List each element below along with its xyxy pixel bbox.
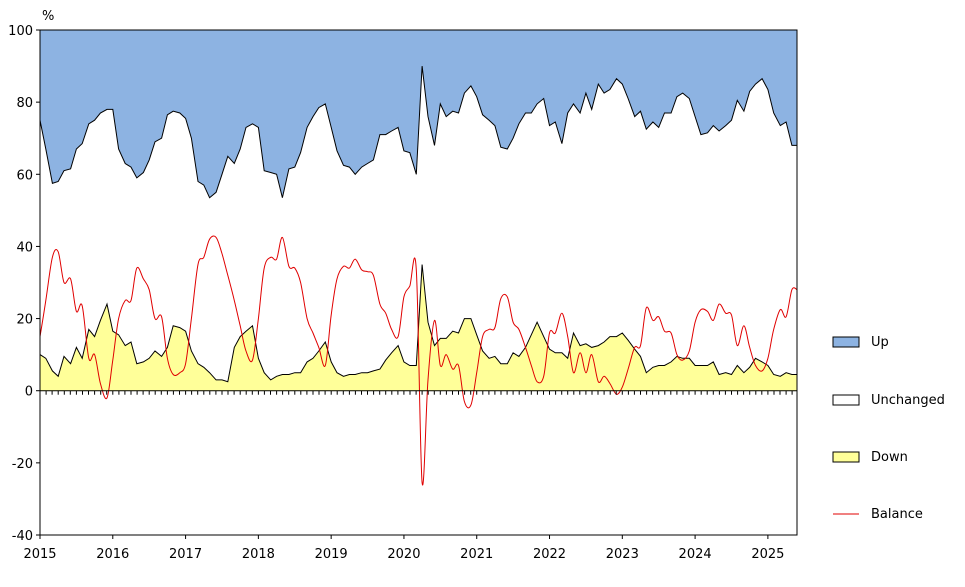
legend-label-unchanged: Unchanged (871, 393, 945, 408)
legend-label-down: Down (871, 450, 908, 465)
legend: Up Unchanged Down Balance (832, 335, 945, 522)
x-tick-label: 2021 (460, 547, 493, 562)
x-tick-label: 2023 (606, 547, 639, 562)
y-tick-label: 20 (16, 313, 33, 328)
y-tick-label: -40 (12, 529, 33, 544)
x-tick-label: 2016 (96, 547, 129, 562)
x-tick-label: 2025 (751, 547, 784, 562)
x-tick-label: 2018 (242, 547, 275, 562)
legend-item-unchanged: Unchanged (832, 393, 945, 408)
x-tick-label: 2020 (387, 547, 420, 562)
axes: -40 -20 0 20 40 60 80 100 2015 2016 2017 2018 2019 20… (8, 24, 798, 562)
plot-frame (39, 29, 798, 536)
legend-swatch-down (832, 451, 860, 463)
y-tick-label: 80 (16, 96, 33, 111)
legend-swatch-up (832, 336, 860, 348)
x-tick-label: 2022 (533, 547, 566, 562)
y-tick-label: 0 (25, 385, 33, 400)
y-tick-label: 60 (16, 168, 33, 183)
series-balance-line (39, 235, 798, 486)
legend-label-up: Up (871, 335, 889, 350)
legend-item-balance: Balance (833, 507, 923, 522)
x-tick-label: 2015 (23, 547, 56, 562)
legend-swatch-unchanged (832, 394, 860, 406)
y-tick-label: 40 (16, 240, 33, 255)
y-tick-label: 100 (8, 24, 33, 39)
y-tick-label: -20 (12, 457, 33, 472)
legend-label-balance: Balance (871, 507, 923, 522)
x-tick-label: 2024 (679, 547, 712, 562)
y-axis-unit-label: % (42, 9, 54, 24)
plot-area (39, 30, 798, 486)
series-up-area (40, 30, 797, 198)
series-up-boundary-line (39, 66, 797, 199)
x-tick-label: 2017 (169, 547, 202, 562)
legend-item-up: Up (832, 335, 889, 350)
x-tick-label: 2019 (315, 547, 348, 562)
legend-item-down: Down (832, 450, 908, 465)
